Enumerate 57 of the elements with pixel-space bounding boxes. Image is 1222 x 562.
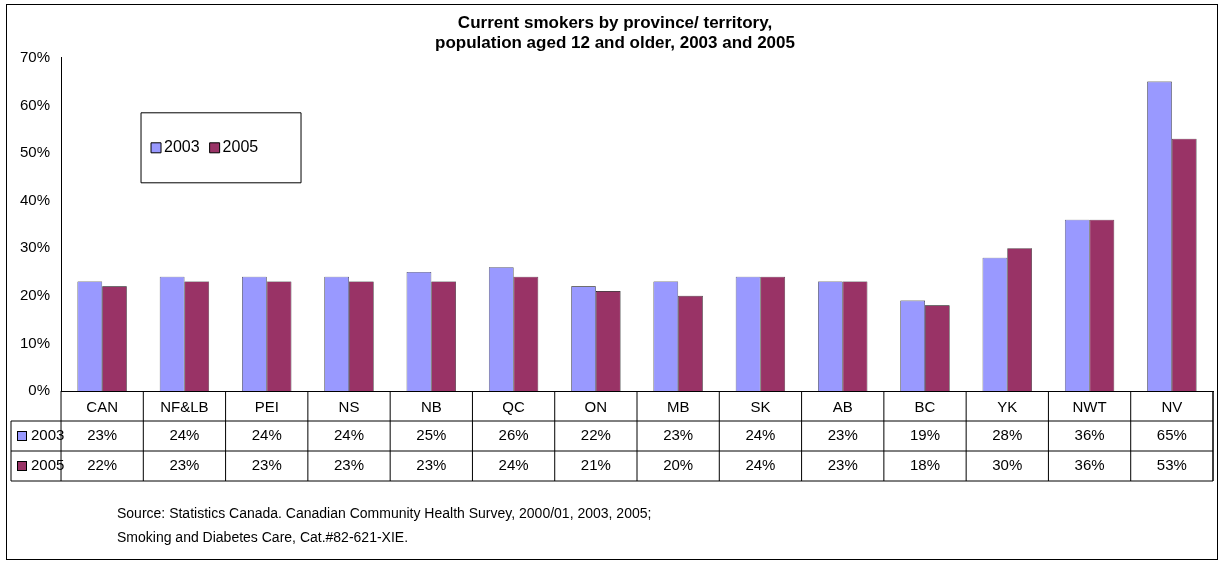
data-label: 23% bbox=[827, 456, 858, 474]
data-label: 23% bbox=[87, 426, 118, 444]
x-tick-label: ON bbox=[584, 398, 608, 416]
data-label: 24% bbox=[334, 426, 365, 444]
data-label: 23% bbox=[169, 456, 200, 474]
chart-title: Current smokers by province/ territory, population aged 12 and older, 2003 and 2005 bbox=[435, 12, 795, 53]
text: 2005 bbox=[31, 456, 65, 474]
source-note: Source: Statistics Canada. Canadian Community Health Survey, 2000/01, 2003, 2005; bbox=[117, 504, 652, 523]
data-label: 24% bbox=[251, 426, 282, 444]
x-tick-label: NF&LB bbox=[160, 398, 209, 416]
data-label: 26% bbox=[498, 426, 529, 444]
data-label: 20% bbox=[663, 456, 694, 474]
x-tick-label: NWT bbox=[1072, 398, 1107, 416]
data-label: 36% bbox=[1074, 456, 1105, 474]
x-tick-label: BC bbox=[914, 398, 936, 416]
data-label: 22% bbox=[580, 426, 611, 444]
data-label: 22% bbox=[87, 456, 118, 474]
data-label: 23% bbox=[663, 426, 694, 444]
y-tick-label: 0% bbox=[28, 381, 51, 399]
data-label: 23% bbox=[416, 456, 447, 474]
data-label: 30% bbox=[992, 456, 1023, 474]
data-label: 28% bbox=[992, 426, 1023, 444]
x-tick-label: MB bbox=[666, 398, 690, 416]
y-tick-label: 70% bbox=[19, 47, 51, 65]
data-label: 23% bbox=[827, 426, 858, 444]
x-tick-label: NB bbox=[420, 398, 442, 416]
data-label: 18% bbox=[909, 456, 941, 474]
x-tick-label: NV bbox=[1161, 398, 1183, 416]
text: Smoking and Diabetes Care, Cat.#82-621-XIE. bbox=[117, 528, 410, 547]
data-label: 23% bbox=[251, 456, 282, 474]
legend-label: 2005 bbox=[222, 138, 259, 156]
data-label: 23% bbox=[334, 456, 365, 474]
data-label: 24% bbox=[745, 456, 776, 474]
y-tick-label: 30% bbox=[19, 238, 51, 256]
data-label: 19% bbox=[909, 426, 941, 444]
data-label: 53% bbox=[1156, 456, 1187, 474]
text: 2003 bbox=[31, 426, 65, 444]
data-label: 24% bbox=[745, 426, 776, 444]
data-label: 25% bbox=[416, 426, 447, 444]
x-tick-label: YK bbox=[997, 398, 1018, 416]
x-tick-label: CAN bbox=[86, 398, 118, 416]
x-tick-label: QC bbox=[502, 398, 525, 416]
data-label: 36% bbox=[1074, 426, 1105, 444]
y-tick-label: 10% bbox=[19, 333, 51, 351]
data-label: 24% bbox=[498, 456, 529, 474]
x-tick-label: NS bbox=[338, 398, 360, 416]
y-tick-label: 40% bbox=[19, 190, 51, 208]
legend-label: 2003 bbox=[164, 138, 200, 156]
y-tick-label: 20% bbox=[19, 285, 51, 303]
y-tick-label: 50% bbox=[19, 143, 51, 161]
x-tick-label: SK bbox=[750, 398, 771, 416]
y-tick-label: 60% bbox=[19, 95, 51, 113]
x-tick-label: PEI bbox=[254, 398, 279, 416]
data-label: 21% bbox=[580, 456, 611, 474]
data-label: 24% bbox=[169, 426, 200, 444]
data-label: 65% bbox=[1156, 426, 1187, 444]
x-tick-label: AB bbox=[832, 398, 853, 416]
